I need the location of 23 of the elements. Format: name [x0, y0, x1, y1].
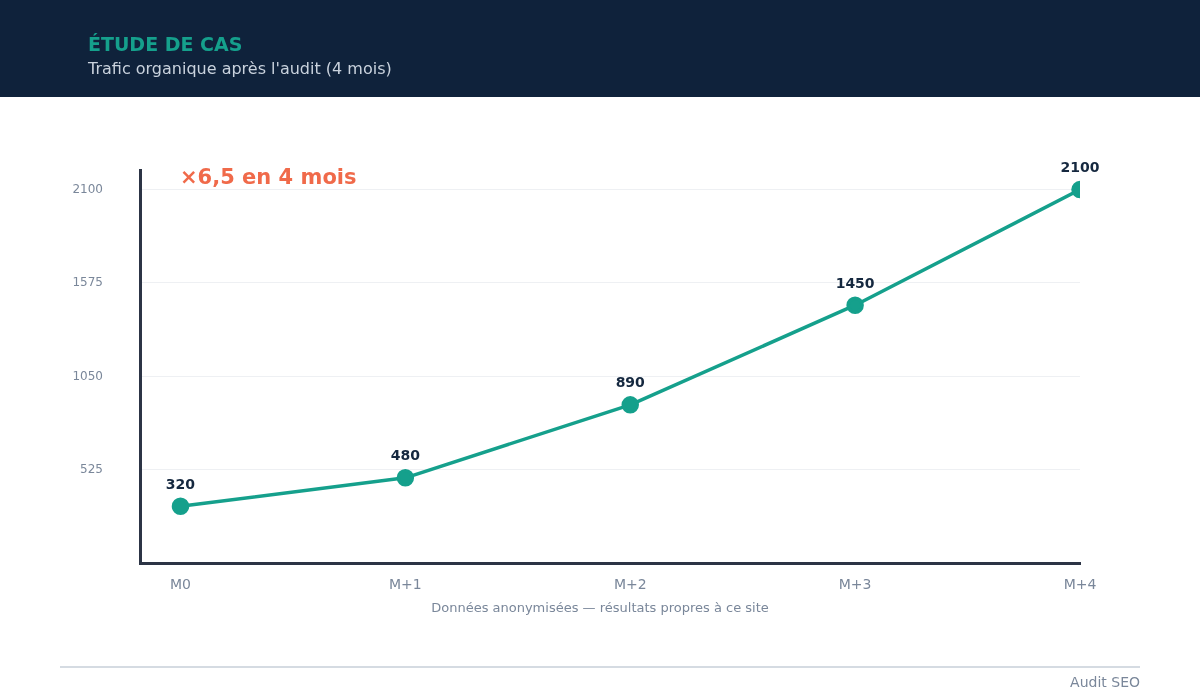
point [846, 296, 864, 314]
data-label: 320 [165, 475, 196, 492]
x-tick-label: M+1 [389, 576, 422, 593]
x-tick-label: M+4 [1063, 576, 1097, 593]
data-label: 1450 [835, 274, 875, 291]
data-label: 890 [615, 374, 646, 391]
data-label: 480 [390, 447, 421, 464]
chart-title: ÉTUDE DE CAS [88, 33, 243, 55]
data-label: 2100 [1060, 159, 1100, 176]
text: Données anonymisées — résultats propres à ce site [430, 600, 770, 615]
chart-subtitle: Trafic organique après l'audit (4 mois) [88, 59, 392, 78]
point [171, 497, 190, 516]
y-tick-label: 1050 [72, 368, 103, 383]
y-tick-label: 1575 [72, 275, 103, 290]
y-tick-label: 525 [80, 461, 103, 476]
annotation: ×6,5 en 4 mois [180, 165, 357, 189]
point [621, 396, 639, 414]
point [396, 469, 415, 487]
text: Audit SEO [1070, 674, 1140, 690]
x-tick-label: M+3 [838, 576, 872, 593]
x-tick-label: M+2 [613, 576, 647, 593]
x-tick-label: M0 [169, 576, 191, 593]
y-tick-label: 2100 [72, 181, 103, 196]
